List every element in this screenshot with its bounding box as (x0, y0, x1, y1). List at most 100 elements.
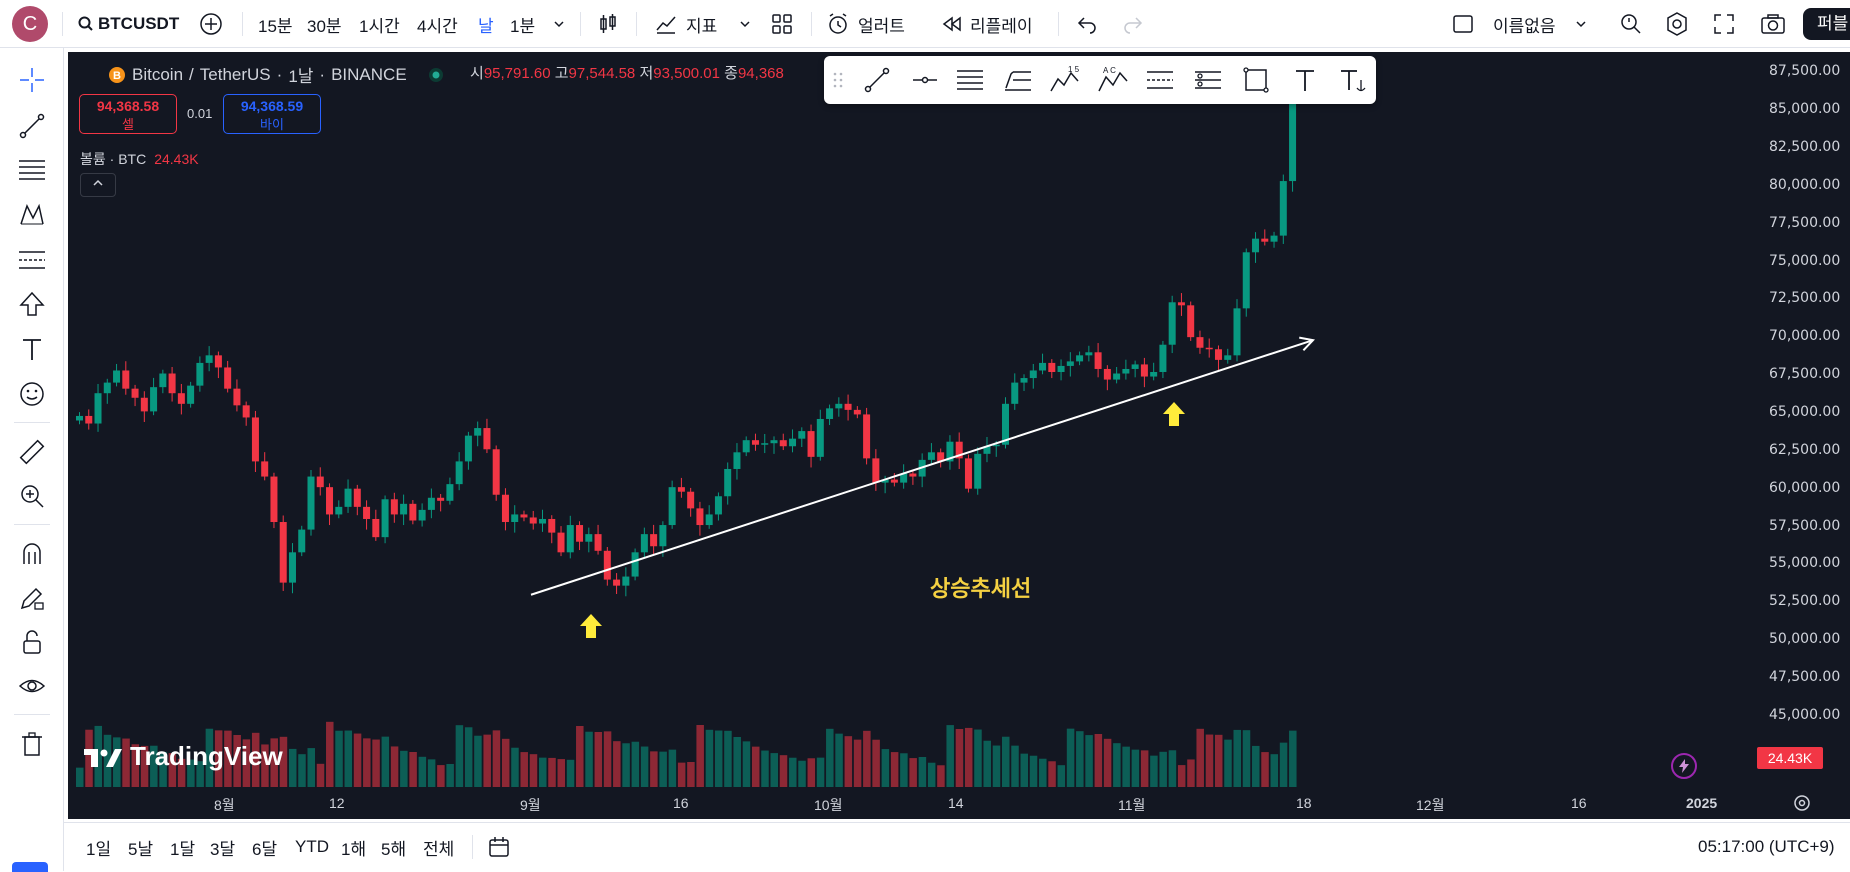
time-tick: 14 (948, 795, 964, 811)
volume-bar (687, 762, 695, 787)
magnet-tool[interactable] (14, 536, 50, 572)
measure-tool[interactable] (14, 434, 50, 470)
range-3m[interactable]: 3달 (210, 839, 236, 859)
range-6m[interactable]: 6달 (252, 839, 278, 859)
range-1d[interactable]: 1일 (86, 839, 112, 859)
notification-badge[interactable] (12, 862, 48, 872)
interval-1h[interactable]: 1시간 (359, 16, 400, 36)
arrow-tool[interactable] (14, 286, 50, 322)
candle-body (1094, 352, 1102, 369)
redo-button[interactable] (1122, 0, 1144, 48)
interval-15m[interactable]: 15분 (258, 16, 293, 36)
fullscreen-button[interactable] (1712, 0, 1736, 48)
volume-bar (353, 733, 362, 787)
fib-tool[interactable] (14, 152, 50, 188)
unlock-icon (23, 630, 41, 654)
crosshair-tool[interactable] (14, 62, 50, 98)
trend-line-button[interactable] (860, 63, 894, 97)
undo-button[interactable] (1076, 0, 1098, 48)
zoom-tool[interactable] (14, 478, 50, 514)
range-1y[interactable]: 1해 (341, 839, 367, 859)
lightning-button[interactable] (1671, 753, 1697, 779)
volume-bar (483, 734, 491, 787)
indicators-dropdown[interactable] (738, 0, 752, 48)
emoji-tool[interactable] (14, 376, 50, 412)
interval-30m[interactable]: 30분 (307, 16, 342, 36)
fib-extension-button[interactable] (1001, 63, 1035, 97)
snapshot-button[interactable] (1760, 0, 1786, 48)
undo-icon (1077, 17, 1096, 34)
volume-bar (390, 746, 399, 787)
replay-button[interactable]: 리플레이 (940, 0, 1033, 48)
elliott-wave-button[interactable]: 1 5 (1048, 63, 1082, 97)
trend-line-tool[interactable] (14, 108, 50, 144)
volume-bar (890, 752, 899, 787)
candle-body (1242, 252, 1250, 309)
buy-button[interactable]: 94,368.59 바이 (223, 94, 321, 134)
indicators-button[interactable]: 지표 (654, 0, 717, 48)
anchored-text-button[interactable] (1336, 63, 1370, 97)
layout-select[interactable]: 이름없음 (1451, 0, 1588, 48)
settings-button[interactable] (1664, 0, 1690, 48)
volume-bar (557, 759, 566, 787)
range-5y[interactable]: 5해 (381, 839, 407, 859)
hide-tool[interactable] (14, 668, 50, 704)
chart-pane[interactable]: B Bitcoin / TetherUS · 1날 · BINANCE 시95,… (68, 52, 1765, 819)
volume-bar (622, 743, 630, 787)
sell-button[interactable]: 94,368.58 셀 (79, 94, 177, 134)
price-chart-svg[interactable] (68, 52, 1765, 787)
forecast-tool[interactable] (14, 242, 50, 278)
timezone-clock[interactable]: 05:17:00 (UTC+9) (1698, 837, 1835, 856)
add-symbol-button[interactable] (199, 0, 223, 48)
horizontal-ray-button[interactable] (908, 63, 942, 97)
quick-search-button[interactable] (1618, 0, 1644, 48)
range-ytd[interactable]: YTD (295, 837, 329, 856)
rectangle-button[interactable] (1239, 63, 1273, 97)
publish-button[interactable]: 퍼블 (1803, 8, 1850, 40)
forecast-button[interactable] (1143, 63, 1177, 97)
candle-body (251, 417, 259, 462)
drag-handle[interactable] (830, 63, 846, 97)
chevron-up-icon (93, 179, 103, 186)
candle-body (446, 484, 454, 501)
text-tool[interactable] (14, 331, 50, 367)
range-1m[interactable]: 1달 (170, 839, 196, 859)
chevron-down-icon (554, 21, 564, 28)
goto-date-button[interactable] (487, 823, 511, 871)
interval-1m[interactable]: 1분 (510, 16, 536, 36)
range-all[interactable]: 전체 (423, 839, 455, 859)
remove-drawings-tool[interactable] (14, 726, 50, 762)
parallel-channel-button[interactable] (953, 63, 987, 97)
chart-type-button[interactable] (596, 0, 620, 48)
symbol-search-button[interactable]: BTCUSDT (78, 0, 179, 48)
symbol-legend[interactable]: B Bitcoin / TetherUS · 1날 · BINANCE (108, 62, 445, 87)
trendline-annotation[interactable]: 상승추세선 (930, 576, 1032, 601)
date-price-range-button[interactable] (1191, 63, 1225, 97)
axis-settings-button[interactable] (1792, 793, 1812, 818)
interval-4h[interactable]: 4시간 (417, 16, 458, 36)
avatar[interactable]: C (12, 6, 48, 42)
candle-body (1150, 371, 1158, 377)
volume-legend[interactable]: 볼륨 · BTC 24.43K (80, 149, 199, 169)
interval-dropdown[interactable] (552, 0, 566, 48)
candle-body (168, 373, 176, 394)
abcd-pattern-button[interactable]: A C (1096, 63, 1130, 97)
pattern-tool[interactable] (14, 196, 50, 232)
candle-body (881, 479, 889, 483)
candle-body (390, 499, 398, 515)
volume-bar (705, 729, 714, 787)
time-tick: 10월 (814, 797, 843, 813)
interval-day[interactable]: 날 (478, 16, 494, 36)
alert-button[interactable]: 얼러트 (826, 0, 905, 48)
price-axis[interactable]: 87,500.00 85,000.00 82,500.00 80,000.00 … (1765, 52, 1850, 819)
time-axis[interactable]: 8월 12 9월 16 10월 14 11월 18 12월 16 2025 (68, 787, 1810, 819)
layouts-button[interactable] (770, 0, 794, 48)
text-button[interactable] (1288, 63, 1322, 97)
candle-body (261, 461, 269, 477)
volume-bar (668, 749, 677, 787)
stay-in-drawing-tool[interactable] (14, 580, 50, 616)
collapse-legend-button[interactable] (80, 173, 116, 197)
volume-bar (1252, 745, 1260, 787)
lock-tool[interactable] (14, 624, 50, 660)
range-5d[interactable]: 5날 (128, 839, 154, 859)
